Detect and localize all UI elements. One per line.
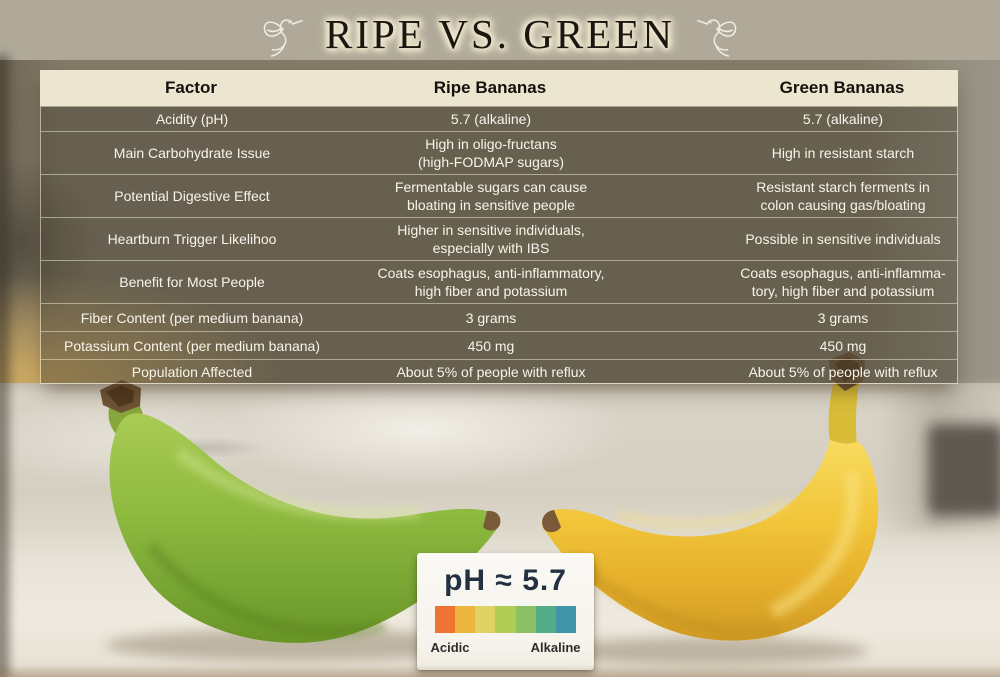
table-header-row: Factor Ripe Bananas Green Bananas	[40, 70, 958, 106]
ripe-cell: 450 mg	[467, 337, 515, 354]
green-cell: High in resistant starch	[771, 145, 915, 161]
table-row: Heartburn Trigger Likelihoo Higher in se…	[41, 217, 957, 260]
column-header-green: Green Bananas	[779, 78, 905, 97]
title-row: RIPE VS. GREEN	[0, 0, 1000, 68]
green-cell: About 5% of people with reflux	[748, 363, 938, 380]
ph-scale-segment	[495, 606, 516, 633]
ph-scale-segment	[475, 606, 496, 633]
ripe-banana	[541, 352, 879, 641]
ph-value: pH ≈ 5.7	[444, 564, 567, 597]
green-cell: 450 mg	[819, 337, 867, 354]
blurred-appliance	[928, 424, 1000, 516]
title-background-band	[0, 0, 1000, 68]
table-row: Main Carbohydrate Issue High in oligo-fr…	[41, 131, 957, 174]
photo-left-edge-shadow	[0, 55, 9, 677]
green-cell: Possible in sensitive individuals	[745, 231, 941, 247]
alkaline-label: Alkaline	[530, 640, 581, 655]
ph-card: pH ≈ 5.7 Acidic Alkaline	[417, 553, 594, 670]
ripe-banana-shadow	[552, 637, 868, 665]
bottom-vignette	[0, 665, 1000, 677]
comparison-table: Factor Ripe Bananas Green Bananas Acidit…	[40, 70, 958, 384]
green-cell: Coats esophagus, anti-inflamma- tory, hi…	[740, 265, 946, 299]
table-row: Acidity (pH) 5.7 (alkaline) 5.7 (alkalin…	[41, 106, 957, 131]
green-cell: 3 grams	[817, 309, 869, 326]
green-cell: 5.7 (alkaline)	[802, 111, 884, 127]
factor-cell: Population Affected	[131, 363, 253, 380]
column-header-ripe: Ripe Bananas	[433, 78, 547, 97]
ripe-cell: Fermentable sugars can cause bloating in…	[394, 179, 588, 213]
ph-scale-segment	[454, 606, 476, 633]
table-background-band	[0, 60, 1000, 392]
ripe-cell: High in oligo-fructans (high-FODMAP suga…	[417, 136, 564, 170]
ph-scale-segment	[535, 606, 557, 633]
table-body: Acidity (pH) 5.7 (alkaline) 5.7 (alkalin…	[40, 106, 958, 384]
table-row: Potential Digestive Effect Fermentable s…	[41, 174, 957, 217]
ripe-cell: 3 grams	[465, 309, 517, 326]
page-title: RIPE VS. GREEN	[325, 11, 675, 57]
factor-cell: Potential Digestive Effect	[114, 188, 270, 204]
factor-cell: Fiber Content (per medium banana)	[80, 309, 304, 326]
factor-cell: Potassium Content (per medium banana)	[63, 337, 321, 354]
factor-cell: Benefit for Most People	[119, 274, 265, 290]
ripe-cell: Coats esophagus, anti-inflammatory, high…	[377, 265, 605, 299]
green-banana	[100, 380, 501, 643]
table-row: Population Affected About 5% of people w…	[41, 359, 957, 383]
factor-cell: Acidity (pH)	[155, 111, 229, 127]
table-row: Fiber Content (per medium banana) 3 gram…	[41, 303, 957, 331]
hummingbird-icon	[263, 7, 305, 61]
hummingbird-icon-mirrored	[695, 7, 737, 61]
ripe-cell: 5.7 (alkaline)	[450, 111, 532, 127]
ph-scale-segment	[515, 606, 536, 633]
ph-scale-segment	[434, 606, 455, 633]
table-row: Potassium Content (per medium banana) 45…	[41, 331, 957, 359]
green-banana-shadow	[105, 629, 485, 661]
table-row: Benefit for Most People Coats esophagus,…	[41, 260, 957, 303]
factor-cell: Main Carbohydrate Issue	[113, 145, 271, 161]
ripe-cell: Higher in sensitive individuals, especia…	[397, 222, 585, 256]
ph-color-scale	[434, 606, 577, 633]
ph-scale-labels: Acidic Alkaline	[431, 640, 581, 655]
factor-cell: Heartburn Trigger Likelihoo	[107, 231, 277, 247]
green-cell: Resistant starch ferments in colon causi…	[756, 179, 930, 213]
acidic-label: Acidic	[430, 640, 470, 655]
column-header-factor: Factor	[165, 78, 217, 97]
ripe-cell: About 5% of people with reflux	[396, 363, 586, 380]
ph-scale-segment	[556, 606, 577, 633]
